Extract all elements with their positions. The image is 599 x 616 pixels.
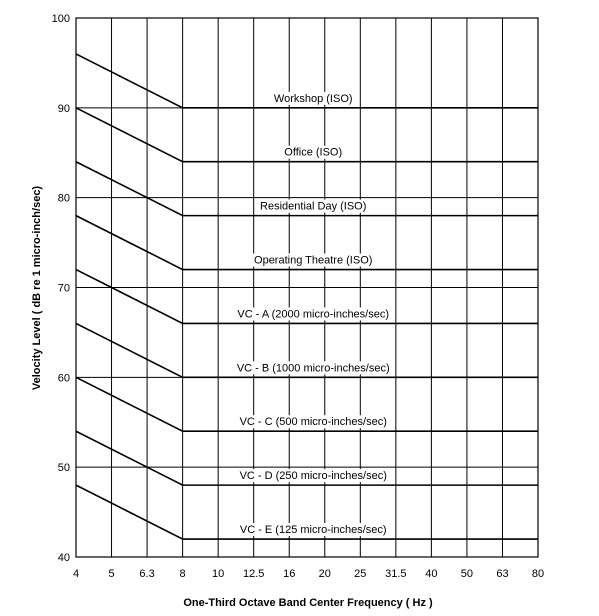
x-tick-label: 12.5	[243, 568, 264, 580]
curve-label: VC - D (250 micro-inches/sec)	[240, 470, 387, 482]
criterion-curve	[75, 268, 538, 325]
curve-label-background	[282, 145, 345, 159]
curve-label-background	[237, 523, 389, 537]
x-tick-label: 10	[212, 568, 224, 580]
x-tick-labels: 4 5 6.3 8 10 12.5 16 20 25 31.5 40 50 63 80	[73, 568, 544, 580]
curve-label: VC - C (500 micro-inches/sec)	[240, 416, 387, 428]
y-tick-labels: 40 50 60 70 80 90 100	[52, 13, 70, 564]
criterion-curve	[75, 214, 538, 271]
curve-label: VC - B (1000 micro-inches/sec)	[237, 362, 390, 374]
curve-label: VC - A (2000 micro-inches/sec)	[237, 308, 389, 320]
x-tick-label: 31.5	[385, 568, 406, 580]
curve-label: Operating Theatre (ISO)	[254, 255, 372, 267]
curves: Workshop (ISO) Office (ISO) Residential Da…	[75, 53, 538, 540]
curve-label-background	[235, 307, 392, 321]
criterion-curve	[75, 430, 538, 486]
criterion-curve	[75, 161, 538, 217]
y-tick-label: 70	[58, 283, 70, 295]
y-tick-label: 60	[58, 372, 70, 384]
y-tick-label: 80	[58, 193, 70, 205]
y-tick-label: 90	[58, 103, 70, 115]
criterion-curve	[75, 53, 538, 109]
criterion-curve	[75, 484, 538, 540]
curve-label: Workshop (ISO)	[274, 93, 353, 105]
y-tick-label: 40	[58, 552, 70, 564]
curve-label: Office (ISO)	[284, 147, 342, 159]
x-tick-label: 25	[354, 568, 366, 580]
curve-label-background	[271, 91, 355, 105]
curve-label-background	[234, 361, 392, 375]
x-tick-label: 6.3	[139, 568, 154, 580]
x-tick-label: 20	[319, 568, 331, 580]
x-tick-label: 4	[73, 568, 79, 580]
x-tick-label: 16	[283, 568, 295, 580]
curve-label-background	[258, 199, 369, 213]
x-tick-label: 40	[425, 568, 437, 580]
y-axis-label: Velocity Level ( dB re 1 micro-inch/sec)	[31, 186, 43, 391]
y-tick-label: 100	[52, 13, 70, 25]
x-tick-label: 80	[532, 568, 544, 580]
x-tick-label: 63	[496, 568, 508, 580]
x-tick-label: 5	[108, 568, 114, 580]
criterion-curve	[75, 107, 538, 163]
x-tick-label: 8	[180, 568, 186, 580]
curve-label: Residential Day (ISO)	[260, 201, 366, 213]
criterion-curve	[75, 322, 538, 379]
curve-label: VC - E (125 micro-inches/sec)	[240, 524, 387, 536]
criterion-curve	[75, 376, 538, 433]
x-tick-label: 50	[461, 568, 473, 580]
curve-label-background	[237, 469, 389, 483]
curve-label-background	[252, 253, 375, 267]
curve-label-background	[237, 415, 389, 429]
y-tick-label: 50	[58, 462, 70, 474]
x-axis-label: One-Third Octave Band Center Frequency (…	[183, 597, 433, 609]
